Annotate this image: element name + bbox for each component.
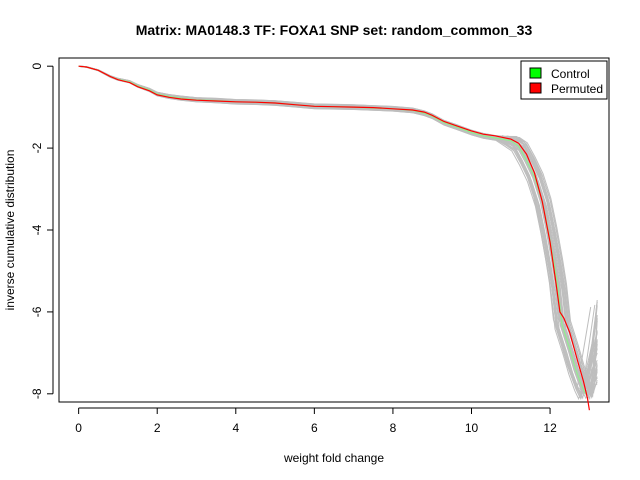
permutation-line <box>78 65 598 393</box>
y-tick-label: 0 <box>30 63 44 70</box>
permutation-line <box>78 65 598 392</box>
legend: Control Permuted <box>520 60 608 100</box>
permutation-line <box>78 65 598 392</box>
permutation-line <box>78 65 598 395</box>
permutation-line <box>78 65 598 392</box>
y-axis-label: inverse cumulative distribution <box>3 150 17 311</box>
permutation-line <box>78 65 598 400</box>
y-tick-label: -8 <box>30 388 44 399</box>
permutation-line <box>78 65 598 393</box>
x-axis: 0 2 4 6 8 10 12 <box>75 407 557 435</box>
permutation-line <box>78 65 598 395</box>
background-lines <box>78 65 598 401</box>
series-lines <box>78 65 590 411</box>
permutation-line <box>78 65 598 391</box>
permutation-line <box>78 65 598 396</box>
permutation-line <box>78 65 598 398</box>
x-axis-label: weight fold change <box>283 451 384 465</box>
permutation-line <box>78 65 598 397</box>
permutation-line <box>78 65 598 400</box>
x-tick-label: 10 <box>465 421 479 435</box>
chart-title: Matrix: MA0148.3 TF: FOXA1 SNP set: rand… <box>136 22 533 38</box>
permutation-line <box>78 65 598 397</box>
permutation-line <box>78 65 598 397</box>
y-tick-label: -6 <box>30 306 44 317</box>
permutation-line <box>78 65 598 395</box>
permutation-line <box>78 65 598 397</box>
permutation-line <box>78 65 598 393</box>
permutation-line <box>78 65 598 401</box>
permutation-line <box>78 65 598 397</box>
permutation-line <box>78 65 598 394</box>
permutation-line <box>78 65 598 399</box>
permutation-line <box>78 65 592 391</box>
x-tick-label: 0 <box>75 421 82 435</box>
plot-frame <box>58 57 610 403</box>
legend-label-permuted: Permuted <box>551 82 603 96</box>
permutation-line <box>78 65 598 398</box>
legend-label-control: Control <box>551 67 590 81</box>
x-tick-label: 4 <box>232 421 239 435</box>
permutation-line <box>78 65 598 392</box>
x-tick-label: 6 <box>311 421 318 435</box>
permutation-line <box>78 65 598 396</box>
series-line-permuted <box>78 65 590 411</box>
legend-swatch-permuted <box>529 82 542 94</box>
permutation-line <box>78 65 598 395</box>
permutation-line <box>78 65 598 395</box>
legend-swatch-control <box>529 67 542 79</box>
permutation-line <box>78 65 598 398</box>
permutation-line <box>78 65 598 395</box>
y-tick-label: -4 <box>30 224 44 235</box>
permutation-line <box>78 65 598 390</box>
x-tick-label: 8 <box>390 421 397 435</box>
permutation-line <box>78 65 598 394</box>
permutation-line <box>78 65 598 392</box>
x-tick-label: 12 <box>543 421 557 435</box>
series-line-control <box>78 65 586 395</box>
x-tick-label: 2 <box>154 421 161 435</box>
permutation-line <box>78 65 598 392</box>
permutation-line <box>78 65 596 399</box>
permutation-line <box>78 65 598 401</box>
y-axis: 0 -2 -4 -6 -8 <box>30 63 54 399</box>
permutation-line <box>78 65 598 400</box>
permutation-line <box>78 65 598 401</box>
permutation-line <box>78 65 598 401</box>
permutation-line <box>78 65 598 394</box>
y-tick-label: -2 <box>30 142 44 153</box>
